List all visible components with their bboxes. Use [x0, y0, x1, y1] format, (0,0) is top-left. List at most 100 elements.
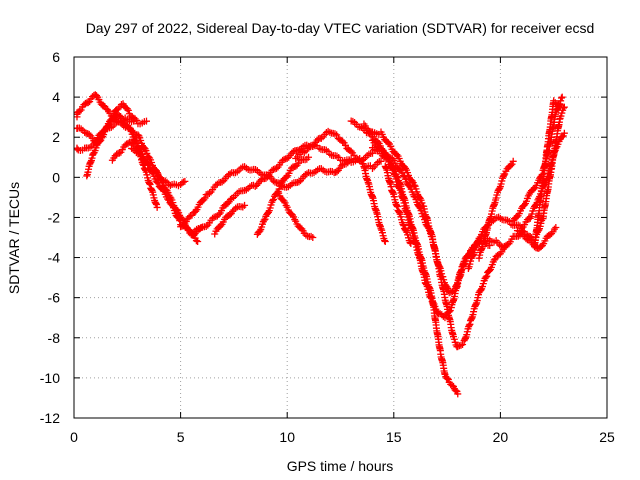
data-point: [192, 237, 200, 245]
data-point: [268, 166, 276, 174]
data-point: [406, 239, 414, 247]
y-tick-label: -12: [40, 410, 60, 426]
data-points: [73, 91, 568, 398]
data-point: [125, 123, 133, 131]
data-point: [381, 237, 389, 245]
data-point: [73, 145, 81, 153]
data-point: [179, 178, 187, 186]
data-point: [242, 186, 250, 194]
series-track-12: [292, 127, 385, 173]
data-point: [295, 178, 303, 186]
x-tick-label: 5: [177, 429, 185, 445]
y-tick-label: -6: [48, 290, 61, 306]
data-point: [377, 157, 385, 165]
data-point: [322, 146, 330, 154]
y-tick-label: -2: [48, 209, 61, 225]
data-point: [450, 286, 458, 294]
data-point: [333, 152, 341, 160]
series-track-9: [211, 201, 249, 238]
data-point: [443, 283, 451, 291]
data-point: [202, 222, 210, 230]
data-point: [124, 106, 132, 114]
data-point: [283, 173, 291, 181]
data-point: [426, 227, 434, 235]
data-point: [270, 195, 278, 203]
data-point: [560, 104, 568, 112]
chart-title: Day 297 of 2022, Sidereal Day-to-day VTE…: [86, 20, 595, 36]
data-point: [269, 177, 277, 185]
data-point: [77, 125, 85, 133]
data-point: [381, 238, 389, 246]
grid: [74, 57, 607, 418]
data-point: [77, 106, 85, 114]
data-point: [415, 203, 423, 211]
data-point: [201, 194, 209, 202]
data-point: [492, 194, 500, 202]
data-point: [558, 93, 566, 101]
data-point: [337, 162, 345, 170]
data-point: [393, 151, 401, 159]
data-point: [397, 213, 405, 221]
data-point: [200, 196, 208, 204]
data-point: [166, 182, 174, 190]
data-point: [509, 157, 517, 165]
data-point: [454, 343, 462, 351]
x-tick-label: 20: [493, 429, 509, 445]
data-point: [528, 210, 536, 218]
data-point: [260, 216, 268, 224]
data-point: [81, 128, 89, 136]
data-point: [350, 151, 358, 159]
data-point: [483, 272, 491, 280]
data-point: [266, 204, 274, 212]
series-track-16: [381, 162, 415, 248]
data-point: [209, 214, 217, 222]
axis-ticks: 0 5 10 15 20 25 -12 -10 -8 -6 -4 -2 0 2 4 6: [40, 49, 615, 445]
data-point: [134, 148, 142, 156]
series-track-22: [531, 97, 564, 249]
data-point: [404, 231, 412, 239]
data-point: [501, 244, 509, 252]
data-point: [393, 173, 401, 181]
data-point: [410, 181, 418, 189]
data-point: [460, 261, 468, 269]
data-point: [341, 141, 349, 149]
y-tick-label: 6: [52, 49, 60, 65]
y-tick-label: 4: [52, 89, 60, 105]
data-point: [474, 238, 482, 246]
data-point: [497, 180, 505, 188]
data-point: [142, 117, 150, 125]
x-tick-label: 0: [70, 429, 78, 445]
x-axis-label: GPS time / hours: [287, 458, 394, 474]
y-tick-label: -4: [48, 250, 61, 266]
data-point: [482, 273, 490, 281]
data-point: [269, 196, 277, 204]
data-point: [331, 130, 339, 138]
x-tick-label: 10: [279, 429, 295, 445]
data-point: [104, 121, 112, 129]
data-point: [333, 168, 341, 176]
series-track-14: [360, 120, 560, 351]
data-point: [417, 207, 425, 215]
data-point: [123, 105, 131, 113]
data-point: [454, 390, 462, 398]
data-point: [273, 164, 281, 172]
data-point: [459, 340, 467, 348]
data-point: [466, 260, 474, 268]
data-point: [450, 335, 458, 343]
data-point: [521, 201, 529, 209]
data-point: [192, 207, 200, 215]
series-track-18: [368, 136, 509, 297]
data-point: [496, 214, 504, 222]
data-point: [471, 246, 479, 254]
data-point: [373, 143, 381, 151]
data-point: [384, 153, 392, 161]
data-point: [215, 210, 223, 218]
data-point: [241, 201, 249, 209]
data-point: [424, 223, 432, 231]
series-track-4: [83, 100, 150, 180]
data-point: [226, 170, 234, 178]
y-tick-label: 2: [52, 129, 60, 145]
series-track-20: [475, 157, 517, 262]
series-track-11: [275, 189, 317, 241]
